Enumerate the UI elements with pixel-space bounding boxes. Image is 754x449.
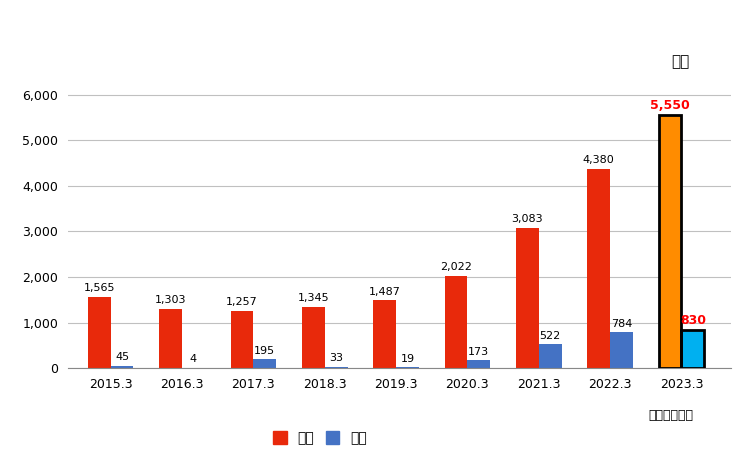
Bar xyxy=(302,307,325,368)
Bar xyxy=(325,367,348,368)
Bar xyxy=(445,276,467,368)
Text: 4: 4 xyxy=(190,354,197,364)
Text: 予想: 予想 xyxy=(672,55,690,70)
Bar xyxy=(87,297,111,368)
Bar xyxy=(467,360,490,368)
Bar xyxy=(610,332,633,368)
Bar xyxy=(658,115,682,368)
Text: 5,550: 5,550 xyxy=(650,99,690,111)
Text: 784: 784 xyxy=(611,319,632,329)
Text: 195: 195 xyxy=(254,346,275,356)
Bar xyxy=(587,168,610,368)
Bar xyxy=(682,330,704,368)
Text: 4,380: 4,380 xyxy=(583,155,615,165)
Text: 単位：百万円: 単位：百万円 xyxy=(648,409,694,422)
Bar xyxy=(539,344,562,368)
Legend: 売上, 経常: 売上, 経常 xyxy=(273,431,367,445)
Bar xyxy=(373,300,396,368)
Bar xyxy=(111,366,133,368)
Bar xyxy=(231,311,253,368)
Text: 3,083: 3,083 xyxy=(511,214,543,224)
Bar xyxy=(658,115,682,368)
Text: 522: 522 xyxy=(540,331,561,341)
Text: 830: 830 xyxy=(680,314,706,327)
Bar xyxy=(159,309,182,368)
Text: 1,303: 1,303 xyxy=(155,295,186,305)
Text: 1,345: 1,345 xyxy=(298,293,329,303)
Bar xyxy=(396,367,419,368)
Text: 1,257: 1,257 xyxy=(226,297,258,307)
Text: 1,565: 1,565 xyxy=(84,283,115,293)
Bar xyxy=(253,359,276,368)
Bar xyxy=(516,228,539,368)
Text: 33: 33 xyxy=(329,353,343,363)
Text: 1,487: 1,487 xyxy=(369,287,400,297)
Text: 2,022: 2,022 xyxy=(440,262,472,273)
Text: 45: 45 xyxy=(115,352,129,362)
Text: 173: 173 xyxy=(468,347,489,357)
Text: 19: 19 xyxy=(400,354,415,364)
Bar xyxy=(682,330,704,368)
